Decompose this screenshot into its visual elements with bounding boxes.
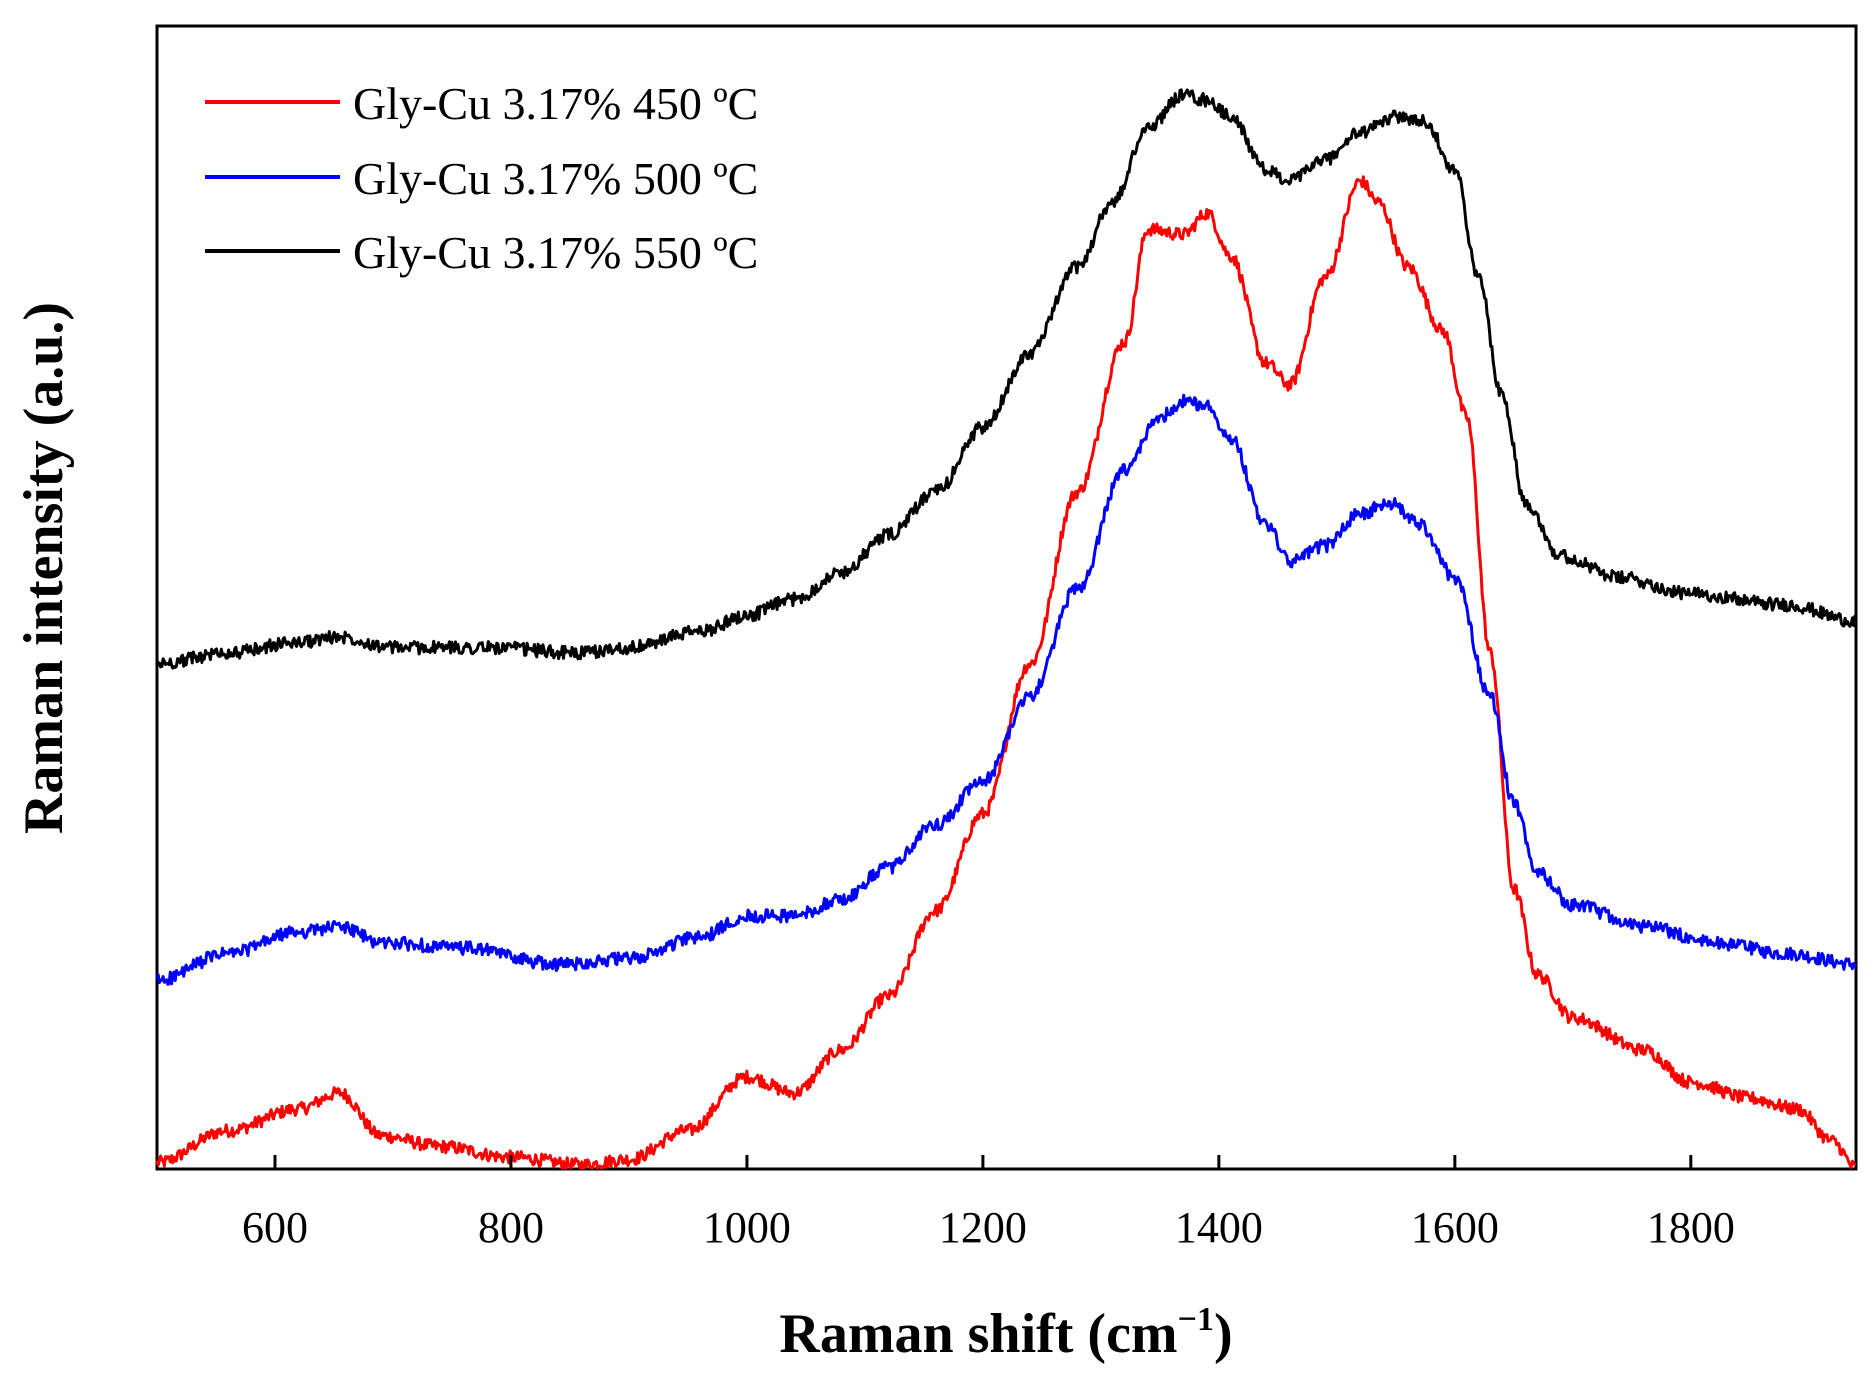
y-axis-title: Raman intensity (a.u.) (13, 302, 75, 834)
x-tick-label-600: 600 (242, 1203, 308, 1252)
legend: Gly-Cu 3.17% 450 ºC Gly-Cu 3.17% 500 ºC … (205, 78, 758, 278)
x-tick-label-1400: 1400 (1175, 1203, 1263, 1252)
plot-frame (155, 24, 1858, 1171)
series-line-500 (155, 393, 1858, 986)
x-axis-title-main: Raman shift (cm (779, 1303, 1177, 1365)
x-tick-label-1200: 1200 (939, 1203, 1027, 1252)
series-line-550 (155, 88, 1858, 670)
x-ticks: 600 800 1000 1200 1400 1600 1800 (242, 1155, 1735, 1252)
series-group (155, 88, 1858, 1170)
series-line-450 (155, 175, 1857, 1170)
legend-label-500: Gly-Cu 3.17% 500 ºC (353, 153, 758, 204)
x-axis-title-close: ) (1214, 1303, 1233, 1365)
legend-label-550: Gly-Cu 3.17% 550 ºC (353, 227, 758, 278)
x-tick-label-800: 800 (478, 1203, 544, 1252)
x-axis-title-superscript: −1 (1178, 1301, 1214, 1338)
legend-label-450: Gly-Cu 3.17% 450 ºC (353, 78, 758, 129)
x-tick-label-1600: 1600 (1411, 1203, 1499, 1252)
x-tick-label-1800: 1800 (1647, 1203, 1735, 1252)
x-tick-label-1000: 1000 (703, 1203, 791, 1252)
x-axis-title: Raman shift (cm−1) (779, 1301, 1232, 1365)
